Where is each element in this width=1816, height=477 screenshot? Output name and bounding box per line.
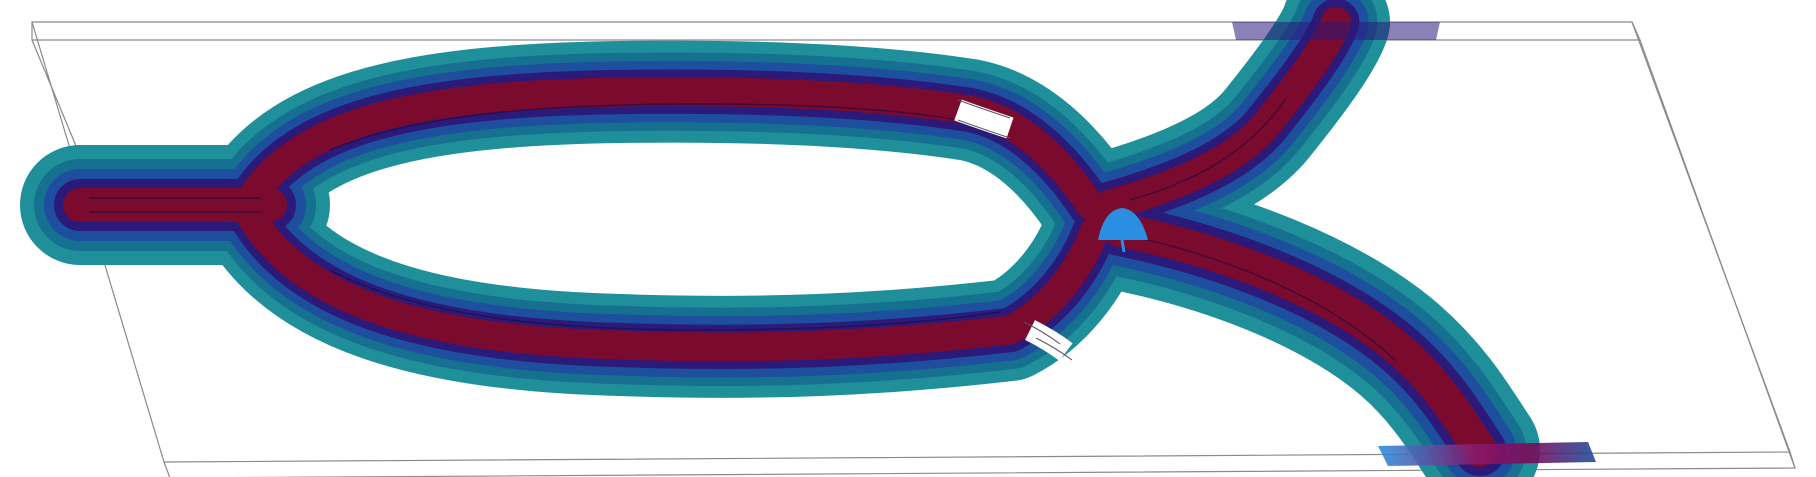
membrane-gaps (954, 99, 1073, 361)
flow-band-upperOut-layer-4 (1094, 6, 1352, 221)
junction-dome (1098, 208, 1148, 253)
streamline-4 (1129, 99, 1286, 201)
flow-band-lower-layer-4 (235, 200, 1110, 362)
streamline-3 (329, 269, 1001, 331)
flow-band-upper-layer-4 (235, 77, 1105, 220)
outlet-patch (1378, 442, 1596, 466)
top-outlet-patch (1232, 22, 1440, 40)
streamline-2 (329, 103, 961, 151)
flow-bands (20, 0, 1540, 477)
flow-band-lowerOut-layer-4 (1103, 213, 1497, 467)
streamline-5 (1139, 237, 1396, 361)
